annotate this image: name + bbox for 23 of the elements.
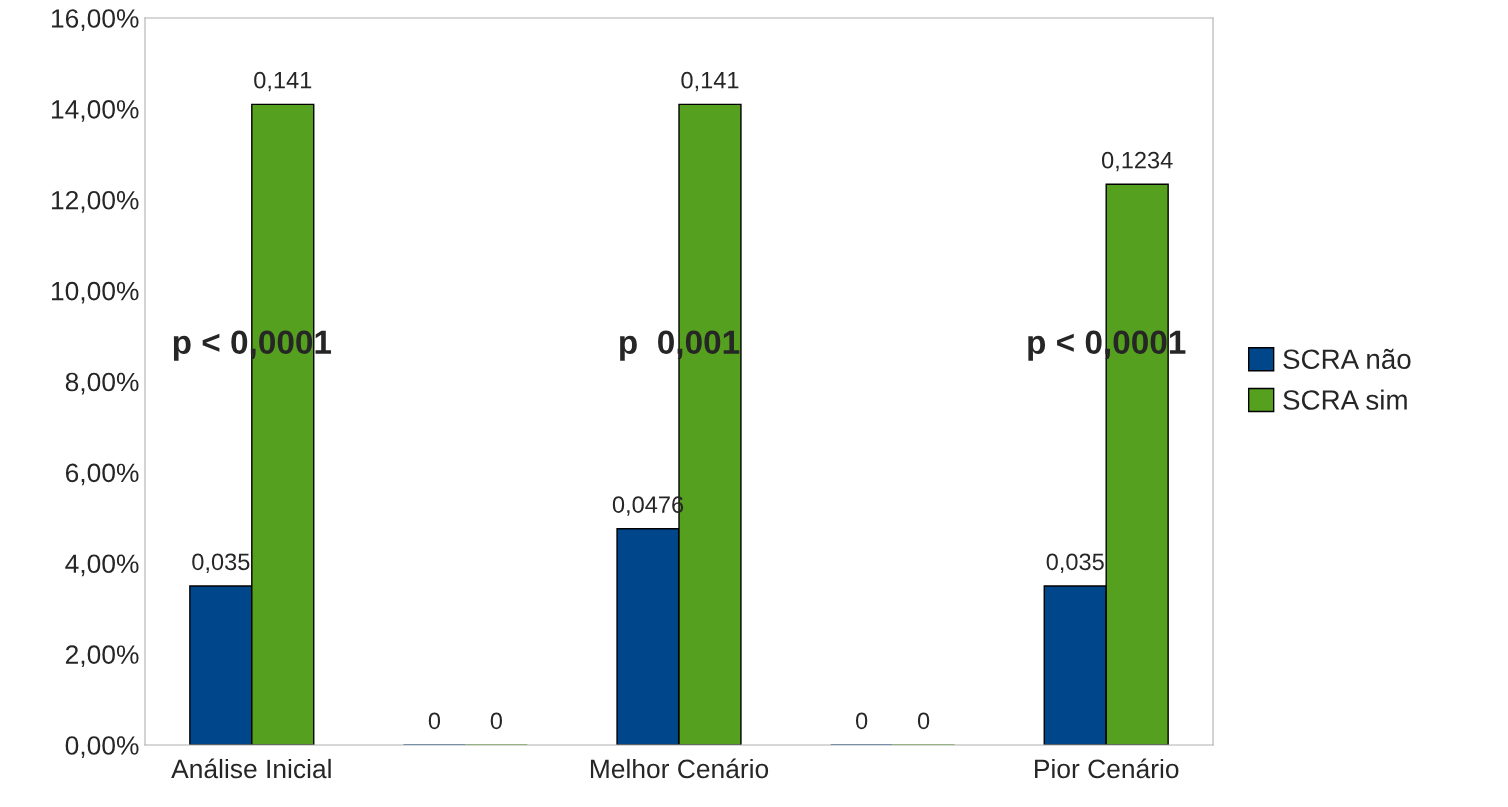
y-tick-label: 10,00% xyxy=(51,281,139,304)
y-tick-label: 14,00% xyxy=(51,100,139,122)
y-tick-label: 12,00% xyxy=(51,190,139,213)
data-label: 0,035 xyxy=(192,553,250,573)
y-tick-label: 8,00% xyxy=(65,372,139,395)
data-label: 0,141 xyxy=(681,71,739,92)
x-tick-label: Análise Inicial xyxy=(171,758,331,779)
data-label: 0,1234 xyxy=(1101,151,1173,172)
data-label: 0 xyxy=(855,712,868,730)
x-tick-label: Pior Cenário xyxy=(1035,758,1179,779)
data-label: 0 xyxy=(490,712,503,730)
y-tick-label: 6,00% xyxy=(65,463,139,486)
data-label: 0 xyxy=(917,712,930,730)
data-label: 0,141 xyxy=(254,71,312,92)
y-tick-label: 0,00% xyxy=(65,736,139,758)
data-label: 0 xyxy=(428,712,441,730)
y-tick-label: 16,00% xyxy=(51,9,139,31)
x-tick-label: Melhor Cenário xyxy=(590,758,769,779)
y-tick-label: 2,00% xyxy=(65,645,139,668)
data-label: 0,035 xyxy=(1046,553,1104,573)
y-tick-label: 4,00% xyxy=(65,554,139,577)
legend-label: SCRA sim xyxy=(1283,389,1407,410)
legend-label: SCRA não xyxy=(1283,348,1411,370)
